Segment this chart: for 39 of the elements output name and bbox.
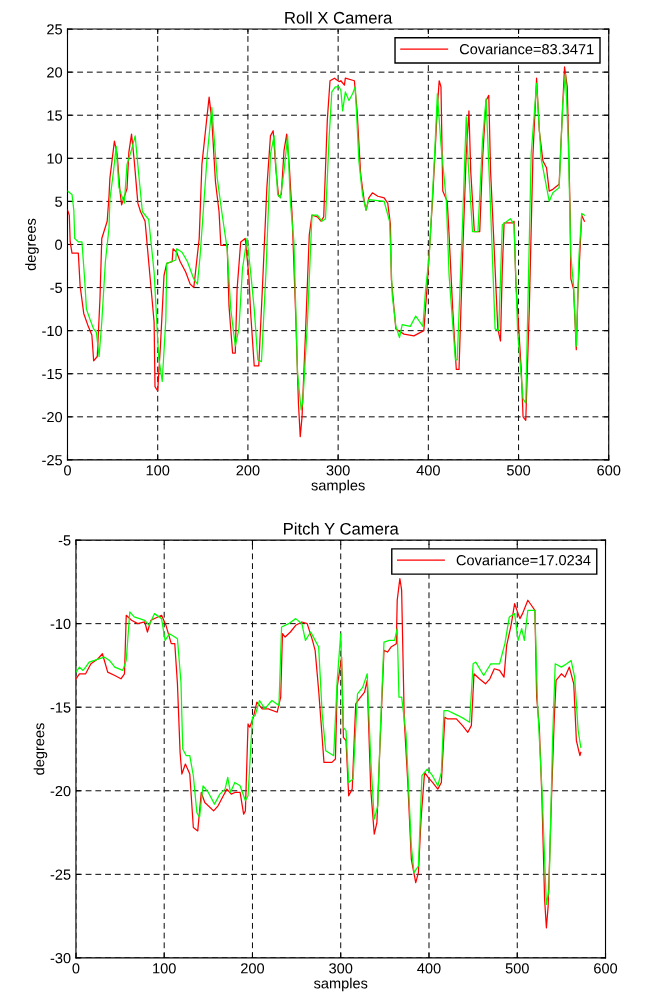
x-tick-label: 600 <box>597 465 621 476</box>
y-tick-label: -20 <box>42 411 63 423</box>
y-tick-label: 0 <box>55 239 63 250</box>
y-tick-label: -25 <box>42 455 63 466</box>
chart-title: Pitch Y Camera <box>284 522 399 535</box>
x-tick-label: 500 <box>506 465 531 476</box>
y-tick-label: -20 <box>50 785 71 797</box>
x-tick-label: 500 <box>505 963 529 974</box>
y-tick-label: -10 <box>50 618 71 630</box>
y-axis-title: degrees <box>25 218 39 271</box>
y-tick-label: 5 <box>55 196 63 207</box>
y-tick-label: -30 <box>50 953 71 964</box>
x-tick-label: 600 <box>594 963 618 974</box>
y-tick-label: -10 <box>42 325 63 337</box>
x-tick-label: 100 <box>146 465 170 476</box>
y-axis-title: degrees <box>33 723 48 775</box>
y-tick-label: 20 <box>47 67 63 78</box>
x-axis-title: samples <box>311 479 365 494</box>
line-series <box>75 609 582 906</box>
y-tick-label: 25 <box>47 24 63 35</box>
x-tick-label: 100 <box>153 963 176 974</box>
legend-label: Covariance=83.3471 <box>459 43 594 55</box>
y-tick-label: -5 <box>50 282 63 293</box>
x-tick-label: 0 <box>72 963 80 974</box>
x-tick-label: 400 <box>416 465 440 476</box>
x-tick-label: 300 <box>329 963 353 974</box>
y-tick-label: -15 <box>42 369 63 380</box>
x-tick-label: 200 <box>241 963 265 974</box>
x-tick-label: 300 <box>326 465 350 476</box>
x-axis-title: samples <box>313 977 368 992</box>
y-tick-label: -5 <box>58 535 71 546</box>
chart-title: Roll X Camera <box>285 11 393 24</box>
y-tick-label: -25 <box>50 869 71 880</box>
x-tick-label: 200 <box>236 465 260 476</box>
y-tick-label: 15 <box>47 110 63 121</box>
legend-label: Covariance=17.0234 <box>456 554 591 566</box>
y-tick-label: 10 <box>47 153 63 164</box>
y-tick-label: -15 <box>50 702 71 713</box>
x-tick-label: 400 <box>417 963 441 974</box>
